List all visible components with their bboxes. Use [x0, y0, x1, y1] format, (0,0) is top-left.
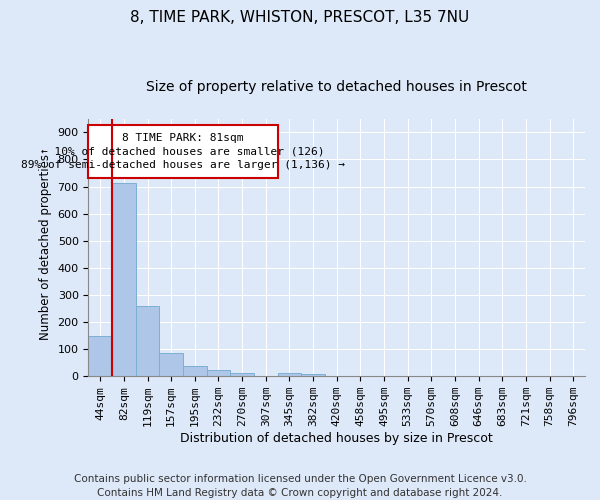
Bar: [183, 366, 206, 376]
Bar: [301, 374, 325, 376]
Text: 8 TIME PARK: 81sqm
← 10% of detached houses are smaller (126)
89% of semi-detach: 8 TIME PARK: 81sqm ← 10% of detached hou…: [21, 134, 345, 170]
FancyBboxPatch shape: [88, 125, 278, 178]
Title: Size of property relative to detached houses in Prescot: Size of property relative to detached ho…: [146, 80, 527, 94]
X-axis label: Distribution of detached houses by size in Prescot: Distribution of detached houses by size …: [181, 432, 493, 445]
Bar: [206, 370, 230, 376]
Text: Contains public sector information licensed under the Open Government Licence v3: Contains public sector information licen…: [74, 474, 526, 498]
Bar: [278, 373, 301, 376]
Y-axis label: Number of detached properties: Number of detached properties: [39, 154, 52, 340]
Bar: [88, 336, 112, 376]
Text: 8, TIME PARK, WHISTON, PRESCOT, L35 7NU: 8, TIME PARK, WHISTON, PRESCOT, L35 7NU: [130, 10, 470, 25]
Bar: [136, 306, 160, 376]
Bar: [160, 354, 183, 376]
Bar: [230, 373, 254, 376]
Bar: [112, 183, 136, 376]
